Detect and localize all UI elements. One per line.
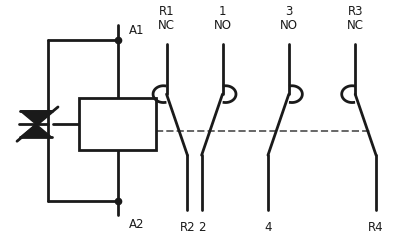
Text: 3: 3 — [285, 5, 292, 18]
Text: A2: A2 — [129, 218, 144, 230]
Bar — [79, 98, 156, 150]
Text: NC: NC — [158, 19, 175, 32]
Polygon shape — [20, 111, 52, 124]
Text: R4: R4 — [368, 221, 384, 234]
Text: NO: NO — [213, 19, 232, 32]
Text: R3: R3 — [347, 5, 363, 18]
Text: NC: NC — [347, 19, 364, 32]
Text: 4: 4 — [264, 221, 272, 234]
Text: 1: 1 — [219, 5, 226, 18]
Text: R1: R1 — [159, 5, 174, 18]
Text: R2: R2 — [180, 221, 195, 234]
Polygon shape — [20, 124, 52, 137]
Text: NO: NO — [280, 19, 298, 32]
Text: A1: A1 — [129, 24, 144, 37]
Text: 2: 2 — [198, 221, 206, 234]
